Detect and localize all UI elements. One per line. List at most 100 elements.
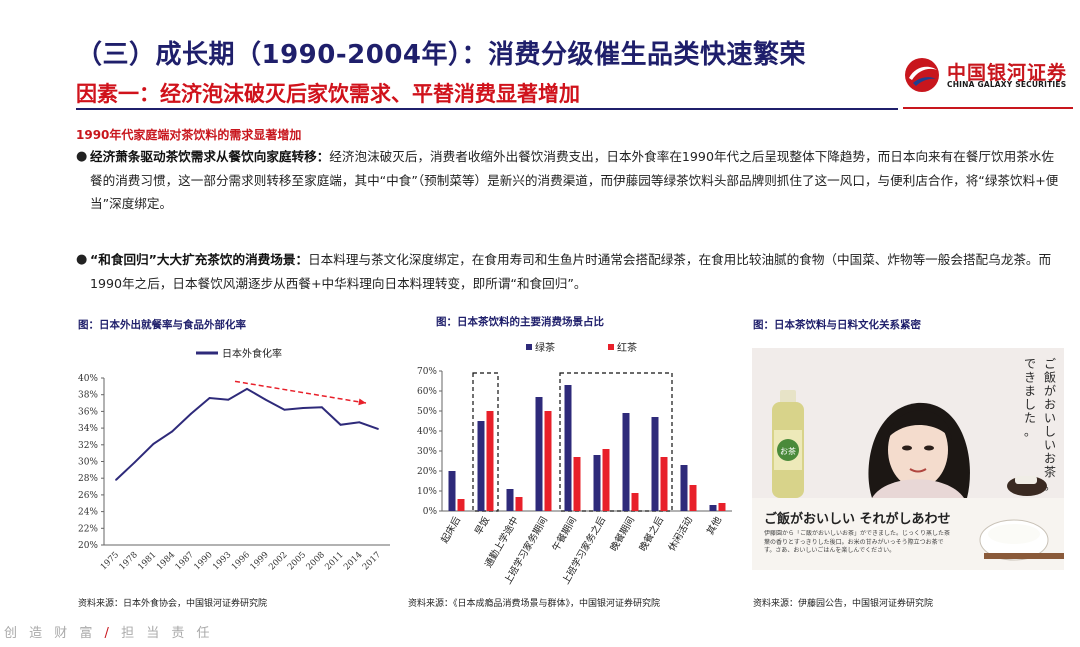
paragraph-1: ● 经济萧条驱动茶饮需求从餐饮向家庭转移：经济泡沫破灭后，消费者收缩外出餐饮消费…	[76, 145, 1061, 216]
bullet-icon: ●	[76, 252, 88, 267]
x-tick-label: 其他	[704, 514, 724, 537]
y-tick-label: 38%	[78, 391, 98, 401]
data-point	[264, 398, 267, 401]
bar-红茶-午餐期间	[573, 457, 581, 511]
footer-motto: 创 造 财 富 / 担 当 责 任	[4, 622, 213, 641]
bar-绿茶-通勤上学途中	[506, 489, 514, 511]
legend-swatch-红茶	[608, 344, 614, 350]
data-point	[171, 430, 174, 433]
logo-chinese-name: 中国银河证券	[947, 62, 1068, 84]
x-tick-label: 1993	[211, 550, 233, 572]
paragraph-lead: 经济萧条驱动茶饮需求从餐饮向家庭转移：	[90, 149, 330, 164]
title-divider	[76, 108, 898, 110]
galaxy-logo-icon	[905, 58, 939, 92]
data-point	[302, 407, 305, 409]
data-point	[246, 387, 248, 390]
legend-label: 红茶	[617, 341, 637, 354]
bar-红茶-通勤上学途中	[515, 497, 523, 511]
x-tick-label: 午餐期间	[550, 515, 579, 554]
x-tick-label: 2017	[361, 550, 383, 572]
y-tick-label: 20%	[78, 541, 98, 551]
sushi-plate-icon	[1007, 476, 1047, 496]
bar-绿茶-休闲活动	[680, 465, 688, 511]
paragraph-body: 日本料理与茶文化深度绑定，在食用寿司和生鱼片时通常会搭配绿茶，在食用比较油腻的食…	[90, 252, 1052, 291]
y-tick-label: 70%	[417, 367, 437, 377]
bullet-icon: ●	[76, 149, 88, 164]
section-heading: 1990年代家庭端对茶饮料的需求显著增加	[76, 128, 302, 142]
x-tick-label: 休闲活动	[666, 515, 695, 554]
bar-绿茶-上班学习家务之后	[593, 455, 601, 511]
x-tick-label: 2014	[342, 550, 364, 572]
x-tick-label: 2008	[305, 550, 327, 572]
legend-label: 日本外食化率	[222, 347, 282, 360]
bar-红茶-晚餐之后	[660, 457, 668, 511]
company-logo: 中国银河证券 CHINA GALAXY SECURITIES	[903, 56, 1073, 96]
x-tick-label: 2005	[286, 550, 308, 572]
paragraph-lead: “和食回归”大大扩充茶饮的消费场景：	[90, 252, 309, 267]
data-point	[358, 421, 361, 424]
bar-红茶-上班学习家务之后	[602, 449, 610, 511]
bar-红茶-早饭	[486, 411, 494, 511]
y-tick-label: 34%	[78, 424, 98, 434]
y-tick-label: 60%	[417, 387, 437, 397]
x-tick-label: 2002	[267, 550, 289, 572]
data-point	[189, 413, 192, 415]
legend-swatch-绿茶	[526, 344, 532, 350]
page-title: （三）成长期（1990-2004年）：消费分级催生品类快速繁荣	[76, 40, 807, 70]
bar-红茶-上班学习家务期间	[544, 411, 552, 511]
data-point	[283, 408, 286, 411]
data-point	[208, 397, 211, 399]
page-subtitle: 因素一：经济泡沫破灭后家饮需求、平替消费显著增加	[76, 82, 580, 106]
y-tick-label: 32%	[78, 441, 98, 451]
figure-3-caption: 图：日本茶饮料与日料文化关系紧密	[753, 319, 921, 331]
ad-slogan: ご飯がおいしい それがしあわせ	[764, 511, 951, 527]
y-tick-label: 10%	[417, 487, 437, 497]
figure-2-caption: 图：日本茶饮料的主要消费场景占比	[436, 316, 604, 328]
y-tick-label: 40%	[78, 374, 98, 384]
data-point	[377, 428, 379, 430]
logo-divider	[903, 107, 1073, 109]
bar-绿茶-午餐期间	[564, 385, 572, 511]
y-tick-label: 36%	[78, 407, 98, 417]
data-point	[339, 423, 342, 426]
bar-绿茶-晚餐期间	[622, 413, 630, 511]
x-tick-label: 晚餐期间	[608, 515, 637, 554]
y-tick-label: 30%	[78, 458, 98, 468]
x-tick-label: 1978	[117, 550, 139, 572]
y-tick-label: 50%	[417, 407, 437, 417]
x-tick-label: 1984	[155, 550, 177, 572]
x-tick-label: 1975	[99, 550, 121, 572]
ad-photo: お茶 できました。ご飯がおいしいお茶。 ご飯がおいしい それがしあわせ 伊藤園か…	[752, 348, 1064, 570]
bar-红茶-起床后	[457, 499, 465, 511]
x-tick-label: 1996	[230, 550, 252, 572]
woman-figure	[868, 402, 970, 498]
x-tick-label: 1990	[192, 550, 214, 572]
x-tick-label: 1981	[136, 550, 158, 572]
footer-slash: /	[104, 626, 113, 641]
figure-1-source: 资料来源：日本外食协会，中国银河证券研究院	[78, 599, 268, 609]
bar-绿茶-其他	[709, 505, 717, 511]
y-tick-label: 30%	[417, 447, 437, 457]
line-chart: 20% 22% 24% 26% 28% 30% 32% 34% 36% 38% 40% 1975197…	[78, 347, 390, 572]
bar-红茶-休闲活动	[689, 485, 697, 511]
bar-红茶-晚餐期间	[631, 493, 639, 511]
footer-motto-right: 担 当 责 任	[121, 626, 214, 641]
bar-chart: 0%10%20%30%40%50%60%70%起床后 早饭通勤上学途中上班学习家务…	[417, 341, 732, 586]
legend-label: 绿茶	[535, 341, 555, 354]
bar-绿茶-晚餐之后	[651, 417, 659, 511]
data-point	[152, 443, 155, 445]
x-tick-label: 早饭	[472, 514, 492, 537]
paragraph-body: 经济泡沫破灭后，消费者收缩外出餐饮消费支出，日本外食率在1990年代之后呈现整体…	[90, 149, 1059, 211]
trend-arrow-line	[234, 380, 367, 404]
y-tick-label: 40%	[417, 427, 437, 437]
bar-红茶-其他	[718, 503, 726, 511]
tea-bottle-icon: お茶	[772, 390, 804, 498]
bar-绿茶-早饭	[477, 421, 485, 511]
series-line-日本外食化率	[115, 387, 379, 481]
rice-bowl-icon	[979, 519, 1064, 561]
bar-绿茶-起床后	[448, 471, 456, 511]
y-tick-label: 26%	[78, 491, 98, 501]
bottle-label: お茶	[780, 446, 796, 456]
ad-vertical-text: できました。ご飯がおいしいお茶。	[1024, 356, 1056, 493]
y-tick-label: 0%	[423, 507, 438, 517]
